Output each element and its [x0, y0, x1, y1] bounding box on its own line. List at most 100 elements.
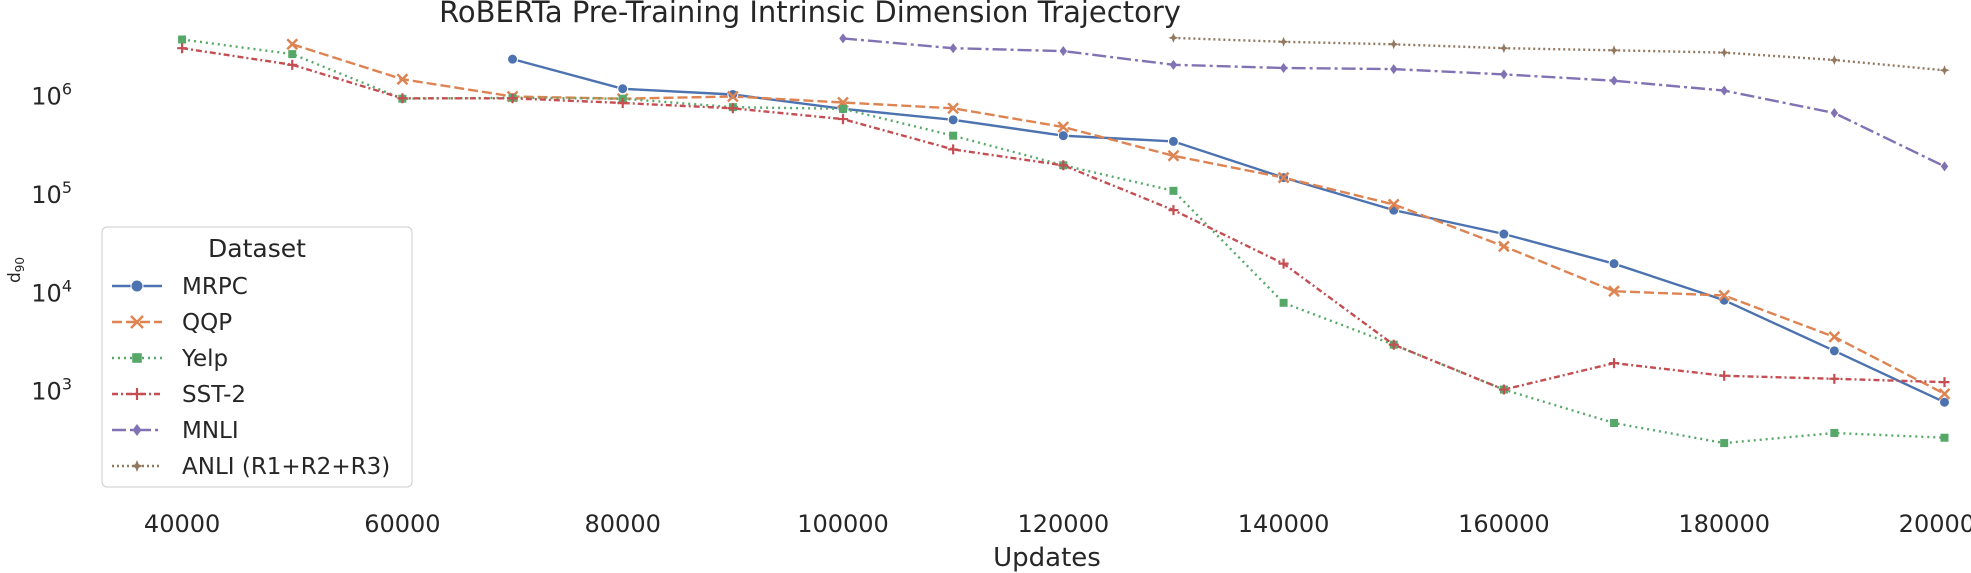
data-point-mnli	[1279, 63, 1288, 74]
data-point-sst-2	[1058, 160, 1069, 171]
data-point-qqp	[1718, 289, 1731, 302]
series-line-sst-2	[181, 47, 1945, 391]
data-point-anli-r1-r2-r3	[1168, 32, 1179, 43]
data-point-sst-2	[1829, 373, 1840, 384]
data-point-qqp	[1608, 285, 1620, 298]
x-tick-label: 40000	[144, 510, 220, 538]
series-line-anli-r1-r2-r3	[1173, 36, 1945, 72]
legend-swatch-marker	[131, 460, 143, 472]
data-point-sst-2	[397, 93, 408, 104]
data-point-yelp	[839, 104, 847, 113]
data-point-mnli	[1830, 108, 1839, 119]
x-axis-ticks: 40000 60000 80000 100000 120000 140000 160000 1…	[144, 510, 1971, 538]
data-point-qqp	[1277, 171, 1290, 184]
legend-item-sst-2: SST-2	[112, 382, 246, 408]
data-point-qqp	[396, 73, 409, 86]
data-point-qqp	[1167, 149, 1180, 162]
data-point-qqp	[1938, 387, 1951, 400]
y-tick-label: 104	[31, 276, 72, 307]
legend-entries: MRPC QQP Yelp SST-2 MNLI ANLI (R1+R2+R3)	[112, 274, 390, 480]
legend: Dataset MRPC QQP Yelp SST-2 MNLI ANLI (R1+R2+…	[101, 226, 413, 488]
data-point-yelp	[1279, 298, 1288, 307]
data-point-sst-2	[1168, 205, 1179, 216]
x-tick-label: 100000	[797, 510, 889, 538]
legend-frame	[101, 226, 413, 488]
data-point-anli-r1-r2-r3	[1939, 65, 1950, 76]
y-axis-title-subscript: 90	[13, 257, 27, 272]
data-point-sst-2	[1719, 370, 1730, 381]
data-point-sst-2	[948, 144, 959, 155]
data-point-mrpc	[617, 83, 629, 95]
data-point-yelp	[1610, 418, 1619, 427]
legend-swatch-marker	[130, 279, 144, 293]
data-point-qqp	[726, 90, 739, 103]
data-point-yelp	[1940, 433, 1949, 442]
legend-item-qqp: QQP	[112, 310, 232, 336]
data-point-mnli	[1389, 64, 1398, 75]
data-point-mrpc	[1167, 135, 1179, 147]
data-point-yelp	[949, 131, 958, 140]
data-point-sst-2	[1278, 258, 1289, 269]
data-point-yelp	[1830, 428, 1839, 437]
y-tick-label: 103	[31, 375, 72, 406]
data-point-yelp	[1169, 186, 1178, 195]
data-point-sst-2	[838, 114, 848, 125]
data-point-sst-2	[1939, 377, 1950, 388]
legend-swatch-marker	[130, 315, 144, 329]
data-point-mrpc	[947, 114, 959, 126]
data-point-anli-r1-r2-r3	[1719, 47, 1730, 58]
y-axis-ticks: 103 104 105 106	[31, 80, 72, 406]
data-point-mrpc	[1938, 396, 1950, 408]
data-point-anli-r1-r2-r3	[1498, 43, 1509, 54]
series-line-qqp	[291, 43, 1946, 395]
data-point-mrpc	[727, 88, 739, 100]
legend-swatch-marker	[131, 388, 143, 400]
legend-label: MNLI	[182, 418, 239, 444]
x-tick-label: 120000	[1017, 510, 1109, 538]
data-point-yelp	[288, 50, 297, 59]
y-axis-title-base: d	[5, 272, 25, 283]
data-point-mnli	[1059, 46, 1068, 57]
data-point-mrpc	[1828, 345, 1840, 357]
data-point-mnli	[1610, 75, 1618, 86]
x-tick-label: 80000	[585, 510, 661, 538]
chart-title: RoBERTa Pre-Training Intrinsic Dimension…	[439, 0, 1181, 29]
legend-label: MRPC	[182, 274, 248, 300]
legend-label: Yelp	[181, 346, 228, 372]
data-point-yelp	[178, 35, 187, 44]
legend-item-mnli: MNLI	[112, 418, 239, 444]
series-line-mnli	[842, 37, 1946, 168]
data-point-mrpc	[507, 53, 519, 65]
x-axis-title: Updates	[993, 543, 1101, 573]
legend-label: QQP	[182, 310, 232, 336]
data-point-mnli	[1500, 69, 1508, 80]
legend-swatch-marker	[132, 424, 142, 436]
data-point-qqp	[1057, 121, 1070, 133]
data-point-mnli	[1940, 161, 1949, 172]
legend-item-anli-r1-r2-r3: ANLI (R1+R2+R3)	[112, 454, 390, 480]
data-point-anli-r1-r2-r3	[1388, 39, 1399, 50]
data-point-qqp	[1387, 198, 1400, 211]
data-point-qqp	[1828, 331, 1841, 343]
y-tick-label: 105	[31, 178, 72, 209]
y-axis-title: d90	[5, 257, 27, 283]
data-point-sst-2	[287, 59, 298, 70]
data-point-sst-2	[727, 103, 738, 114]
data-point-qqp	[947, 102, 960, 115]
data-point-sst-2	[1498, 384, 1509, 395]
data-point-sst-2	[507, 93, 518, 104]
x-tick-label: 160000	[1458, 510, 1550, 538]
x-tick-label: 60000	[364, 510, 440, 538]
legend-item-yelp: Yelp	[112, 346, 228, 372]
series-line-mrpc	[512, 57, 1946, 404]
data-point-yelp	[1720, 439, 1729, 448]
plot-lines	[181, 36, 1946, 445]
data-point-sst-2	[1388, 339, 1399, 350]
data-point-mrpc	[1498, 228, 1510, 240]
data-point-mrpc	[1057, 130, 1069, 142]
plot-markers	[177, 32, 1951, 448]
data-point-anli-r1-r2-r3	[1829, 55, 1840, 65]
legend-label: ANLI (R1+R2+R3)	[182, 454, 390, 480]
data-point-qqp	[286, 38, 299, 51]
series-line-yelp	[181, 38, 1945, 445]
